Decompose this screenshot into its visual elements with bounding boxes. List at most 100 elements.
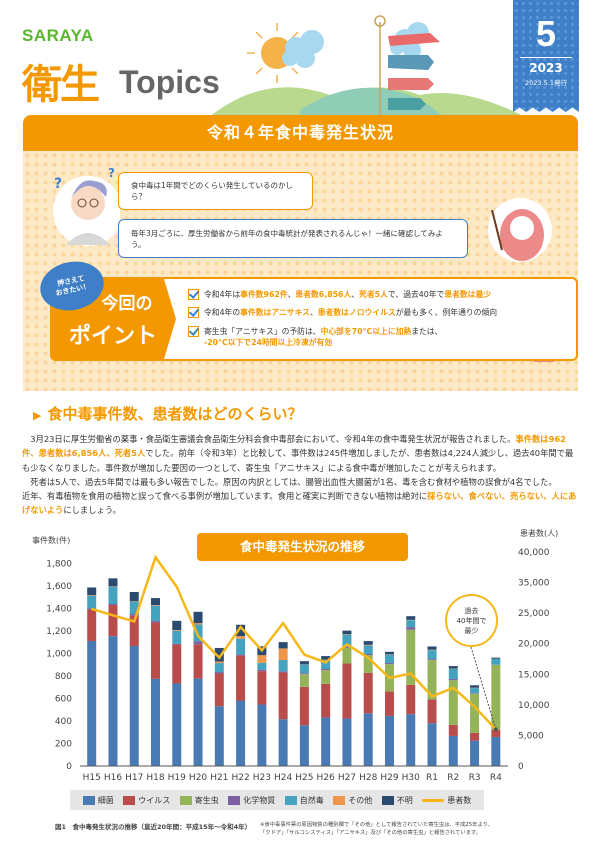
text-segment: 、 [351, 290, 360, 299]
text-segment: 令和4年は [204, 290, 241, 299]
key-point-text: 寄生虫「アニサキス」の予防は、中心部を70°C以上に加熱または、 -20°C以下で… [204, 326, 442, 348]
bar-segment-1 [342, 663, 352, 719]
bar-segment-2 [363, 655, 373, 673]
brand-logo: SARAYA [22, 26, 94, 45]
bar-segment-4 [491, 659, 501, 665]
bar-segment-6 [214, 647, 224, 662]
patients-point [154, 556, 157, 559]
legend-item: 化学物質 [228, 795, 275, 806]
svg-text:?: ? [108, 166, 115, 180]
x-tick-label: H16 [104, 773, 122, 783]
bar-segment-1 [278, 672, 288, 720]
legend-swatch [123, 795, 136, 805]
issue-ribbon: 5 2023 2023.5.1発行 [513, 0, 579, 112]
bar-segment-5 [172, 630, 182, 631]
patients-line [91, 554, 497, 731]
bar-segment-3 [363, 654, 373, 656]
legend-label: ウイルス [138, 795, 171, 805]
badge-text: 押さえて おきたい！ [54, 274, 91, 298]
key-point-item: 寄生虫「アニサキス」の予防は、中心部を70°C以上に加熱または、 -20°C以下で… [188, 326, 518, 348]
checkbox-icon [188, 307, 199, 318]
legend-swatch [82, 795, 95, 805]
highlight-text: 患者数はノロウイルス [317, 308, 396, 317]
bar-segment-6 [470, 685, 480, 688]
bar-segment-0 [491, 736, 501, 766]
triangle-bullet-icon: ▶ [33, 409, 42, 422]
text-segment: 、 [309, 308, 318, 317]
key-point-text: 令和4年の事件数はアニサキス、患者数はノロウイルスが最も多く、例年通りの傾向 [204, 307, 497, 318]
bar-segment-0 [363, 713, 373, 766]
x-tick-label: R3 [469, 773, 481, 783]
paragraph: 近年、有毒植物を食用の植物と誤って食べる事例が増加しています。食用と確実に判断で… [22, 489, 580, 518]
bar-segment-1 [257, 671, 267, 705]
legend-item: 患者数 [422, 795, 471, 806]
text-segment: にしましょう。 [63, 505, 121, 516]
bar-segment-1 [193, 644, 203, 679]
x-tick-label: H25 [295, 773, 313, 783]
highlight-text: 中心部を70°C以上に加熱 [320, 327, 412, 336]
issue-number: 5 [535, 13, 557, 54]
issue-year: 2023 [529, 61, 563, 75]
key-point-text: 令和4年は事件数962件、患者数6,856人、死者5人で、過去40年で患者数は最… [204, 289, 491, 300]
bar-segment-1 [321, 683, 331, 718]
highlight-text: 患者数は最少 [444, 290, 492, 299]
koinobori-icon [374, 15, 440, 118]
x-tick-label: H24 [274, 773, 292, 783]
bar-segment-3 [406, 627, 416, 630]
bar-segment-0 [172, 683, 182, 766]
right-axis-label: 患者数(人) [520, 529, 559, 538]
bar-segment-6 [384, 651, 394, 655]
bar-segment-4 [172, 630, 182, 644]
bar-segment-4 [257, 662, 267, 670]
answer-bubble: 毎年3月ごろに、厚生労働省から前年の食中毒統計が発表されるんじゃ！一緒に確認して… [118, 219, 468, 258]
highlight-text: 採らない、食べない、売らない、人にあげないよう [22, 491, 577, 516]
patients-point [409, 672, 412, 675]
checkbox-icon [188, 289, 199, 300]
bar-segment-1 [151, 622, 161, 679]
bar-segment-1 [214, 673, 224, 707]
x-tick-label: H19 [168, 773, 186, 783]
divider [520, 57, 572, 58]
bar-segment-6 [151, 598, 161, 606]
bar-segment-0 [214, 706, 224, 766]
bar-segment-1 [363, 672, 373, 714]
bar-segment-5 [363, 644, 373, 646]
bar-segment-1 [470, 732, 480, 741]
legend-label: 寄生虫 [194, 795, 219, 805]
bar-segment-0 [129, 646, 139, 766]
banner-title: 令和４年食中毒発生状況 [23, 115, 578, 151]
bar-segment-3 [257, 669, 267, 672]
bar-segment-1 [87, 609, 97, 641]
bar-segment-4 [299, 664, 309, 674]
right-tick-label: 20,000 [518, 640, 550, 650]
bar-segment-0 [236, 700, 246, 766]
highlight-text: 死者5人 [359, 290, 388, 299]
bar-segment-4 [108, 586, 118, 605]
bar-segment-6 [129, 591, 139, 602]
legend-item: 寄生虫 [179, 795, 219, 806]
figure-note: ※食中毒事件票の原因物質の種別欄で「その他」として報告されていた寄生虫は、平成2… [260, 822, 494, 836]
x-tick-label: H28 [359, 773, 377, 783]
highlight-text: -20°C以下で24時間以上冷凍が有効 [204, 338, 333, 347]
patients-point [431, 695, 433, 698]
bar-segment-2 [427, 660, 437, 700]
patients-point [346, 643, 348, 646]
legend-label: 患者数 [447, 795, 472, 805]
bar-segment-1 [108, 605, 118, 637]
x-tick-label: R4 [490, 773, 502, 783]
text-segment: 令和4年の [204, 308, 241, 317]
bar-segment-0 [193, 678, 203, 766]
paragraph: 死者は5人で、過去5年間では最も多い報告でした。原因の内訳としては、腸管出血性大… [22, 475, 580, 489]
x-tick-label: H27 [338, 773, 356, 783]
bar-segment-3 [448, 679, 458, 681]
right-tick-label: 5,000 [518, 731, 544, 741]
bar-segment-4 [129, 601, 139, 615]
bar-segment-3 [129, 614, 139, 616]
highlight-text: 事件数はアニサキス [240, 308, 310, 317]
legend-item: 不明 [381, 795, 413, 806]
bar-segment-5 [278, 648, 288, 661]
bar-segment-6 [172, 620, 182, 631]
annotation-callout: 過去 40年間で 最少 [445, 594, 498, 647]
bar-segment-1 [172, 644, 182, 684]
question-bubble: 食中毒は1年間でどのくらい発生しているのかしら？ [118, 172, 313, 210]
